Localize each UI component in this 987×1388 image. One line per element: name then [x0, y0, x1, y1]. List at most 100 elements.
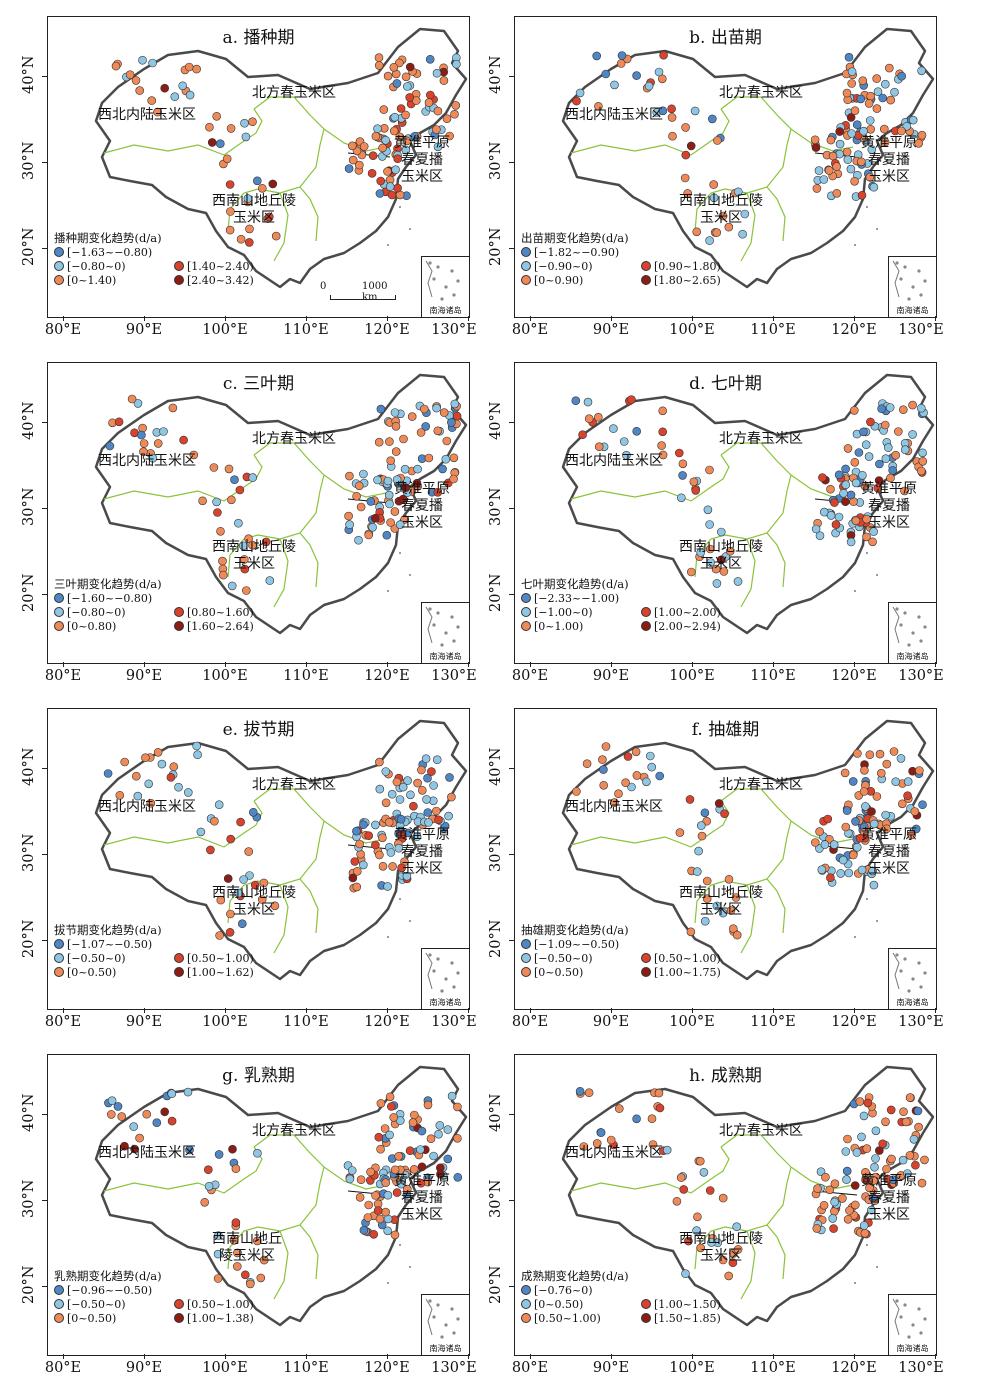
island-mark: [903, 957, 907, 961]
station-dot: [179, 435, 188, 445]
station-dot: [412, 832, 422, 841]
station-dot: [838, 855, 848, 865]
region-label-line: 黄淮平原: [394, 135, 450, 151]
station-dot: [858, 76, 868, 86]
x-tick-label: 90°E: [125, 322, 163, 338]
x-tick-mark: [225, 662, 226, 667]
legend-item: [2.40~3.42): [174, 274, 254, 288]
south-china-sea-inset: 南海诸岛: [421, 256, 469, 317]
station-dot: [354, 535, 363, 545]
x-tick-label: 80°E: [44, 668, 82, 684]
zone-boundary: [103, 1146, 263, 1194]
inset-coast: [425, 260, 433, 298]
station-dot: [409, 801, 418, 811]
legend-row: [−0.90~0) [0.90~1.80): [521, 260, 721, 274]
station-dot: [170, 92, 180, 101]
station-dot: [857, 191, 867, 200]
station-dot: [707, 1238, 716, 1247]
island-mark: [907, 989, 911, 993]
station-dot: [903, 777, 913, 786]
station-dot: [138, 55, 147, 65]
legend: 抽雄期变化趋势(d/a) [−1.09~−0.50) [−0.50~0) [0.50~…: [521, 923, 721, 980]
station-dot: [435, 1121, 445, 1130]
station-dot: [167, 1089, 177, 1099]
legend-row: [0.50~1.00) [1.50~1.85): [521, 1312, 721, 1326]
region-label-line: 黄淮平原: [394, 827, 450, 843]
x-tick-label: 90°E: [125, 1014, 163, 1030]
station-dot: [373, 1206, 383, 1215]
legend-swatch: [521, 275, 531, 285]
station-dot: [899, 1107, 908, 1117]
station-dot: [242, 586, 251, 595]
x-tick-label: 110°E: [283, 1014, 329, 1030]
station-dot: [820, 840, 830, 849]
station-dot: [845, 1206, 854, 1215]
station-dot: [718, 211, 728, 221]
station-dot: [235, 485, 245, 495]
station-dot: [658, 106, 668, 116]
country-outline: [561, 373, 935, 635]
station-dot: [238, 919, 247, 928]
station-dot: [832, 189, 842, 198]
station-dot: [883, 443, 893, 452]
zone-boundary: [740, 884, 756, 954]
island-mark: [436, 611, 440, 615]
station-dot: [270, 901, 280, 911]
legend-label: [−1.09~−0.50): [534, 938, 620, 951]
island-mark: [911, 631, 915, 635]
island-mark: [450, 269, 454, 273]
legend-label: [0~0.90): [534, 274, 584, 287]
y-tick-label: 30°N: [488, 487, 504, 526]
station-dot: [433, 488, 443, 497]
station-dot: [880, 420, 890, 430]
panel-title: f. 抽雄期: [691, 720, 760, 740]
station-dot: [654, 67, 664, 77]
station-dot: [713, 136, 722, 145]
station-dot: [248, 540, 257, 550]
region-label-northwest: 西北内陆玉米区: [565, 107, 663, 123]
zone-boundary: [766, 878, 786, 934]
island-mark: [907, 297, 911, 301]
station-dot: [616, 59, 626, 68]
station-dot: [866, 125, 876, 134]
legend-item: [−0.80~0): [54, 260, 126, 274]
station-dot: [366, 1167, 375, 1177]
region-label-northwest: 西北内陆玉米区: [565, 1145, 663, 1161]
zone-boundary: [720, 1134, 792, 1168]
station-dot: [644, 81, 654, 91]
station-dot: [877, 404, 886, 414]
legend-swatch: [641, 953, 651, 963]
station-dot: [584, 414, 594, 424]
x-tick-mark: [611, 1354, 612, 1359]
station-dot: [882, 824, 891, 834]
y-tick-mark: [42, 854, 47, 855]
legend-item: [1.40~2.40): [174, 260, 254, 274]
station-dot: [678, 471, 687, 480]
station-dot: [421, 754, 431, 764]
station-dot: [647, 762, 656, 772]
x-tick-label: 80°E: [44, 322, 82, 338]
station-dot: [911, 824, 921, 834]
station-dot: [424, 98, 434, 107]
panel-title: h. 成熟期: [689, 1066, 762, 1086]
station-dot: [214, 1150, 224, 1159]
station-dot: [245, 871, 254, 880]
legend-swatch: [174, 967, 184, 977]
station-dot: [452, 59, 461, 69]
legend-row: [0~0.80) [1.60~2.64): [54, 620, 254, 634]
legend-item: [−1.82~−0.90): [521, 246, 619, 260]
y-tick-mark: [509, 768, 514, 769]
region-label-southwest: 西南山地丘陵玉米区: [212, 539, 296, 573]
station-dot: [376, 404, 386, 414]
inset-coast: [425, 1298, 433, 1336]
station-dot: [888, 466, 898, 475]
station-dot: [829, 1224, 838, 1233]
station-dot: [599, 781, 608, 790]
station-dot: [401, 145, 411, 155]
south-china-sea-inset: 南海诸岛: [421, 948, 469, 1009]
station-dot: [852, 1148, 862, 1157]
x-tick-label: 130°E: [431, 1014, 477, 1030]
zone-boundary: [570, 1146, 730, 1194]
station-dot: [861, 440, 871, 449]
station-dot: [729, 924, 738, 933]
